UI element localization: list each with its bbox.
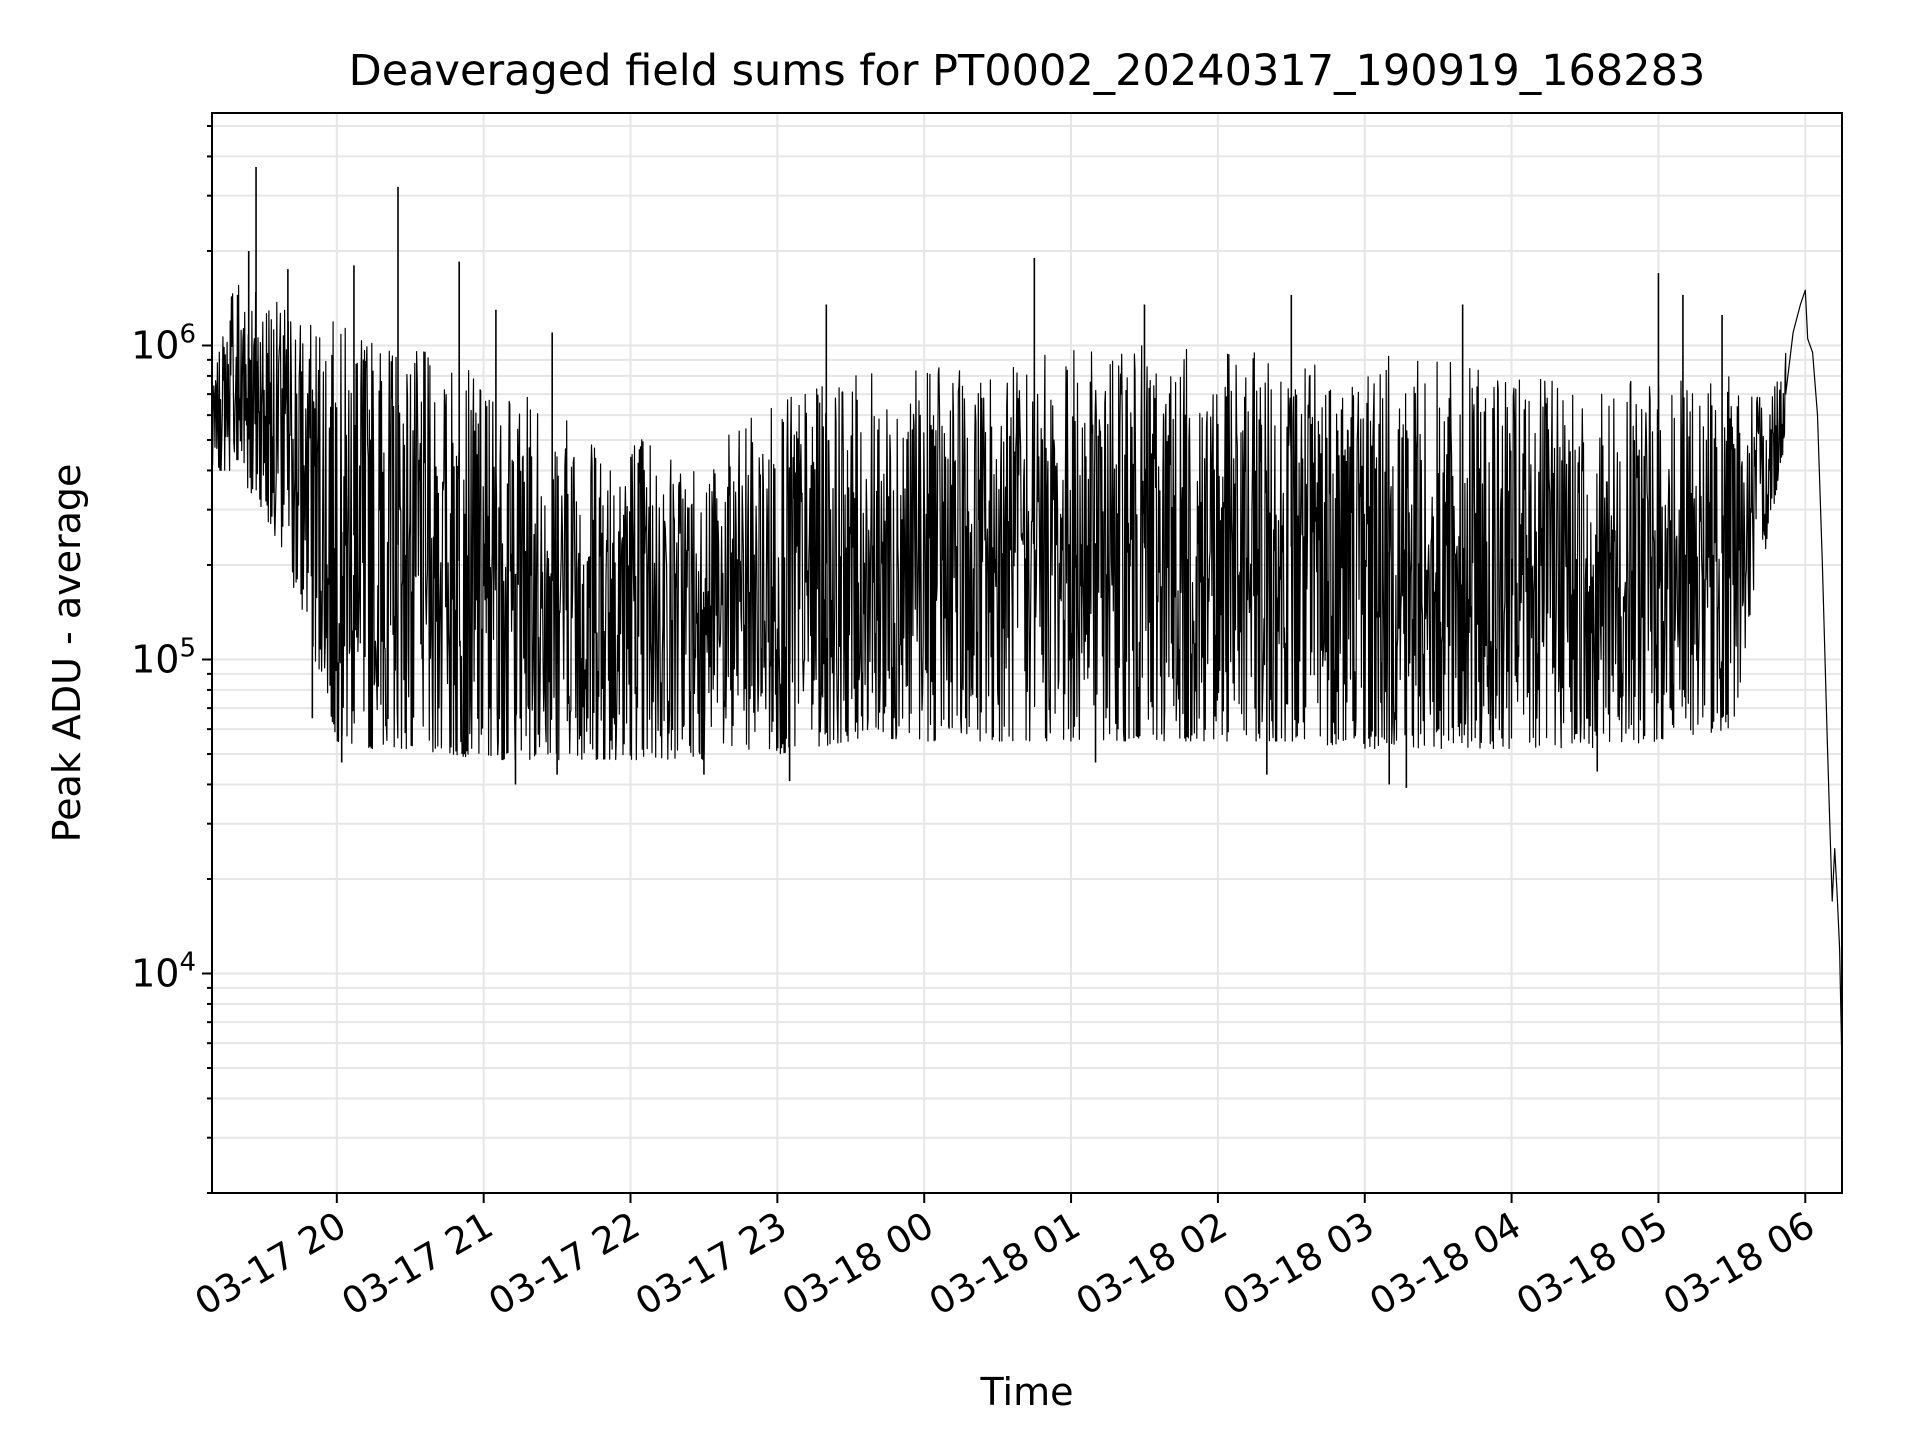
x-tick-label: 03-18 05: [1509, 1204, 1675, 1324]
x-tick-label: 03-18 01: [922, 1204, 1088, 1324]
x-tick-label: 03-18 00: [775, 1204, 941, 1324]
x-tick-label: 03-17 20: [188, 1204, 354, 1324]
x-tick-label: 03-18 03: [1216, 1204, 1382, 1324]
y-axis-label: Peak ADU - average: [45, 464, 89, 843]
y-tick-label: 104: [131, 948, 196, 996]
x-tick-label: 03-17 23: [628, 1204, 794, 1324]
x-tick-label: 03-18 04: [1363, 1204, 1529, 1324]
x-axis-label: Time: [980, 1370, 1074, 1414]
data-series: [211, 167, 1843, 1069]
x-tick-label: 03-17 22: [481, 1204, 647, 1324]
y-tick-label: 105: [131, 633, 196, 681]
series-line: [211, 284, 1843, 1069]
chart-title: Deaveraged field sums for PT0002_2024031…: [349, 46, 1706, 96]
plot-frame: [211, 112, 1843, 1194]
x-tick-label: 03-18 02: [1069, 1204, 1235, 1324]
x-tick-label: 03-17 21: [335, 1204, 501, 1324]
y-tick-label: 106: [131, 319, 196, 367]
x-tick-label: 03-18 06: [1656, 1204, 1822, 1324]
y-axis: 104 105 106: [131, 124, 212, 1194]
